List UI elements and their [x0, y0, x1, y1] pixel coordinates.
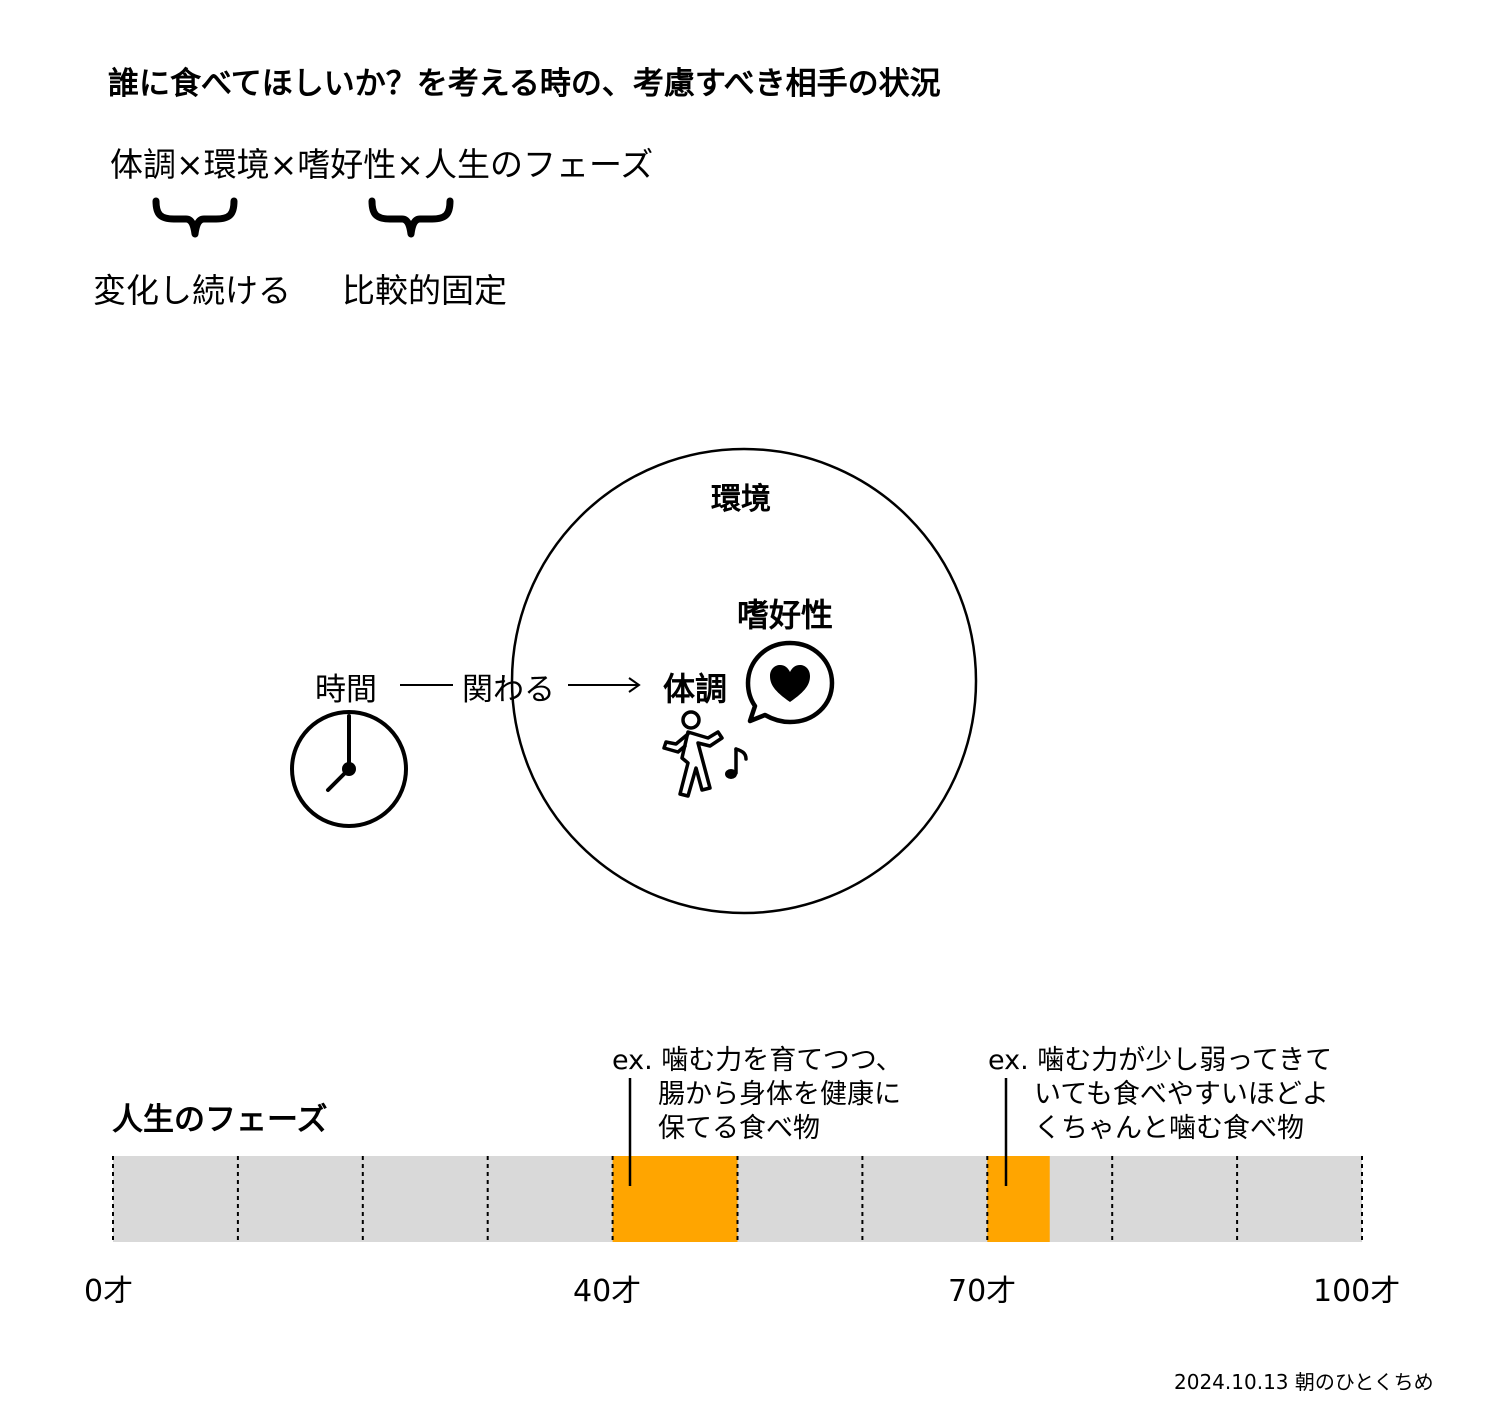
heart-speech-bubble-icon: [745, 640, 835, 725]
note-70-line-2: いても食べやすいほどよ: [1034, 1079, 1329, 1110]
life-phase-title: 人生のフェーズ: [112, 1102, 328, 1138]
tick-label-0: 0才: [84, 1274, 134, 1309]
environment-circle: [510, 447, 978, 915]
note-age-70: ex. 噛む力が少し弱ってきて いても食べやすいほどよ くちゃんと噛む食べ物: [988, 1044, 1332, 1146]
note-70-line-1: ex. 噛む力が少し弱ってきて: [988, 1045, 1333, 1076]
relation-line: [400, 684, 453, 686]
fixed-label: 比較的固定: [342, 271, 507, 310]
note-age-40: ex. 噛む力を育てつつ、 腸から身体を健康に 保てる食べ物: [612, 1044, 903, 1146]
dancing-person-icon: [662, 710, 724, 798]
note-40-line-1: ex. 噛む力を育てつつ、: [612, 1045, 903, 1076]
note-40-line-2: 腸から身体を健康に: [658, 1079, 901, 1110]
note-70-line-3: くちゃんと噛む食べ物: [1034, 1113, 1304, 1144]
factor-formula: 体調×環境×嗜好性×人生のフェーズ: [110, 145, 654, 184]
preference-label: 嗜好性: [737, 596, 834, 634]
tick-label-100: 100才: [1313, 1274, 1401, 1309]
phase-highlight-1: [987, 1156, 1050, 1242]
right-brace-icon: [368, 197, 454, 238]
changing-label: 変化し続ける: [93, 271, 291, 310]
page-title: 誰に食べてほしいか？を考える時の、考慮すべき相手の状況: [108, 66, 941, 102]
left-brace-icon: [152, 197, 238, 238]
tick-label-70: 70才: [948, 1274, 1017, 1309]
music-note-icon: [725, 747, 748, 779]
time-label: 時間: [315, 672, 377, 708]
phase-highlight-0: [612, 1156, 738, 1242]
clock-icon: [290, 710, 408, 828]
condition-label: 体調: [663, 670, 728, 708]
tick-label-40: 40才: [573, 1274, 642, 1309]
note-40-line-3: 保てる食べ物: [658, 1113, 820, 1144]
environment-label: 環境: [711, 482, 771, 517]
relation-label: 関わる: [462, 672, 555, 708]
footer-credit: 2024.10.13 朝のひとくちめ: [1174, 1370, 1434, 1394]
arrow-right-icon: [568, 677, 641, 693]
